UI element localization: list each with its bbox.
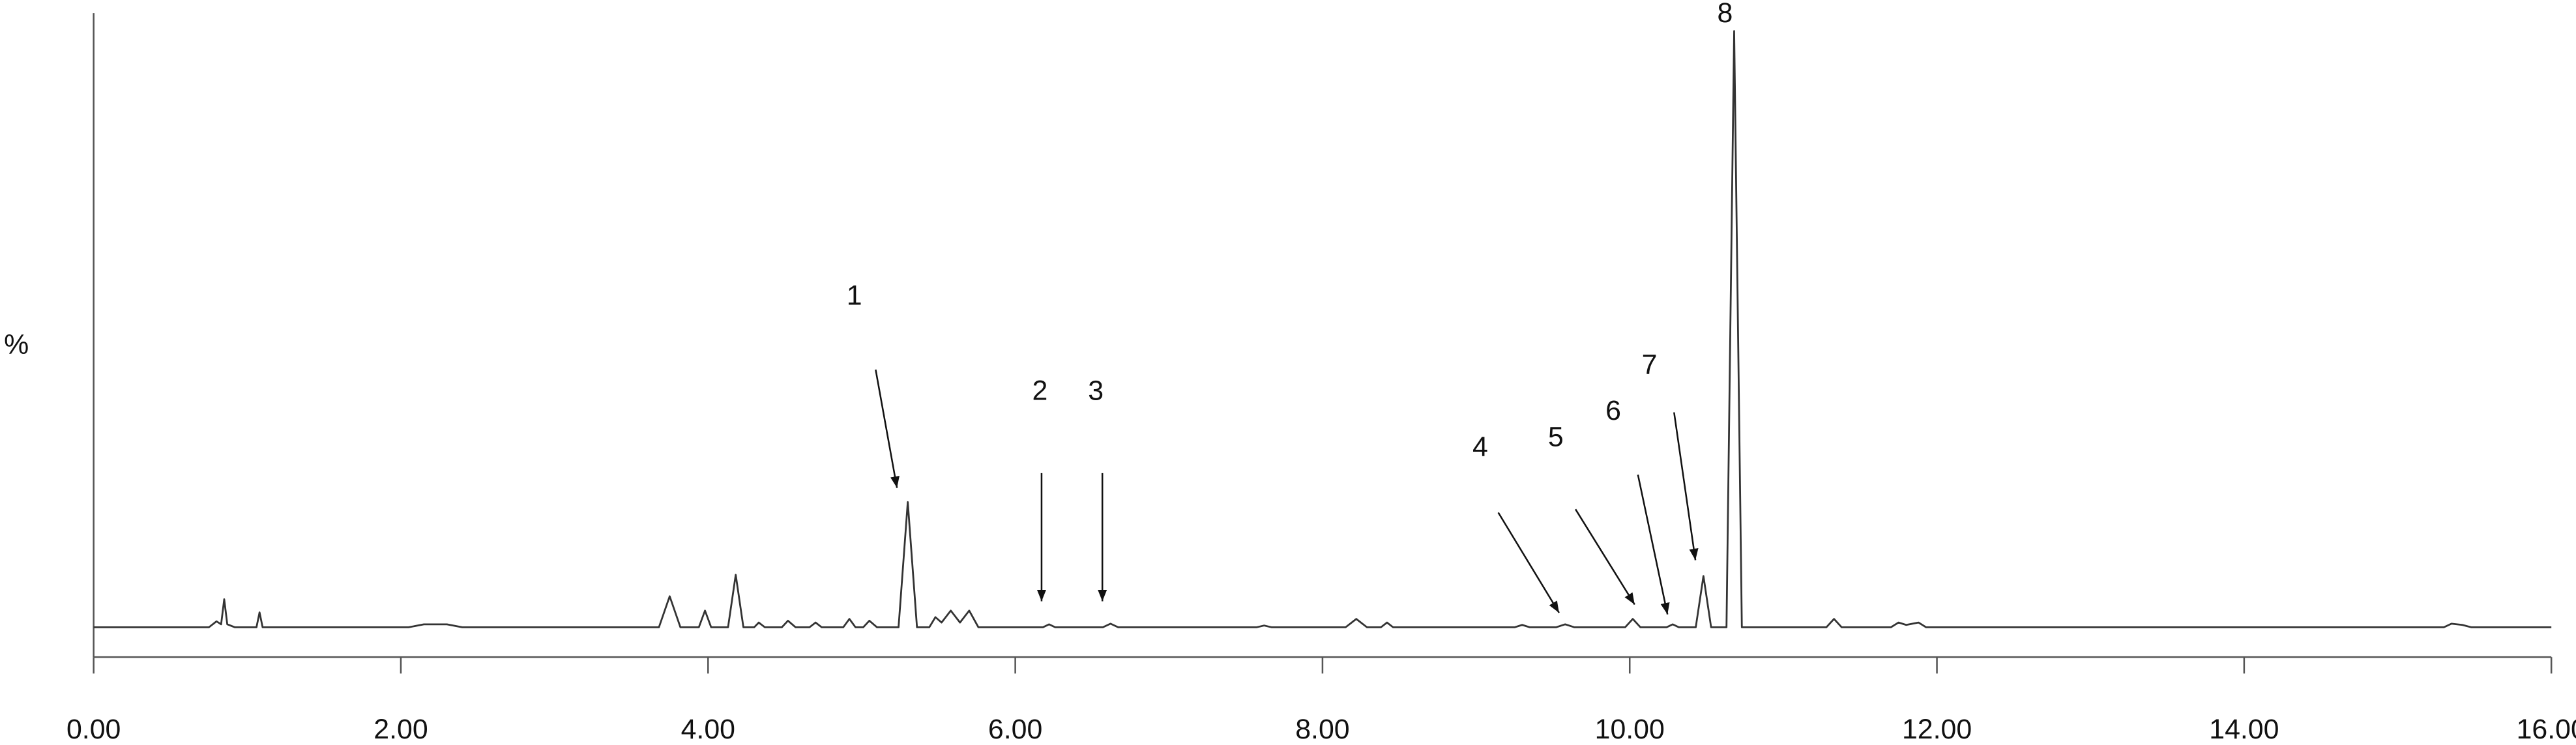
x-tick-label: 0.00 xyxy=(66,714,121,745)
peak-arrow xyxy=(1673,412,1699,561)
peak-arrow xyxy=(1574,508,1635,606)
peak-label: 2 xyxy=(1032,375,1048,407)
peak-label: 3 xyxy=(1088,375,1104,407)
x-tick-label: 12.00 xyxy=(1902,714,1972,745)
x-tick-label: 14.00 xyxy=(2209,714,2279,745)
peak-label: 6 xyxy=(1605,395,1621,426)
x-tick-label: 8.00 xyxy=(1295,714,1349,745)
peak-label: 7 xyxy=(1642,349,1658,380)
x-tick-label: 16.00 xyxy=(2517,714,2576,745)
peak-label: 1 xyxy=(847,280,862,312)
x-tick-label: 6.00 xyxy=(988,714,1042,745)
peak-label: 5 xyxy=(1548,421,1564,452)
x-tick-label: 2.00 xyxy=(373,714,428,745)
x-tick-label: 10.00 xyxy=(1595,714,1665,745)
y-axis-label: % xyxy=(4,329,29,360)
trace-line xyxy=(93,30,2552,628)
x-tick-label: 4.00 xyxy=(681,714,735,745)
peak-arrow xyxy=(1497,512,1560,613)
peak-arrow xyxy=(875,369,900,488)
peak-label: 4 xyxy=(1472,431,1488,462)
peak-arrow xyxy=(1637,475,1670,615)
peak-label: 8 xyxy=(1718,0,1733,29)
